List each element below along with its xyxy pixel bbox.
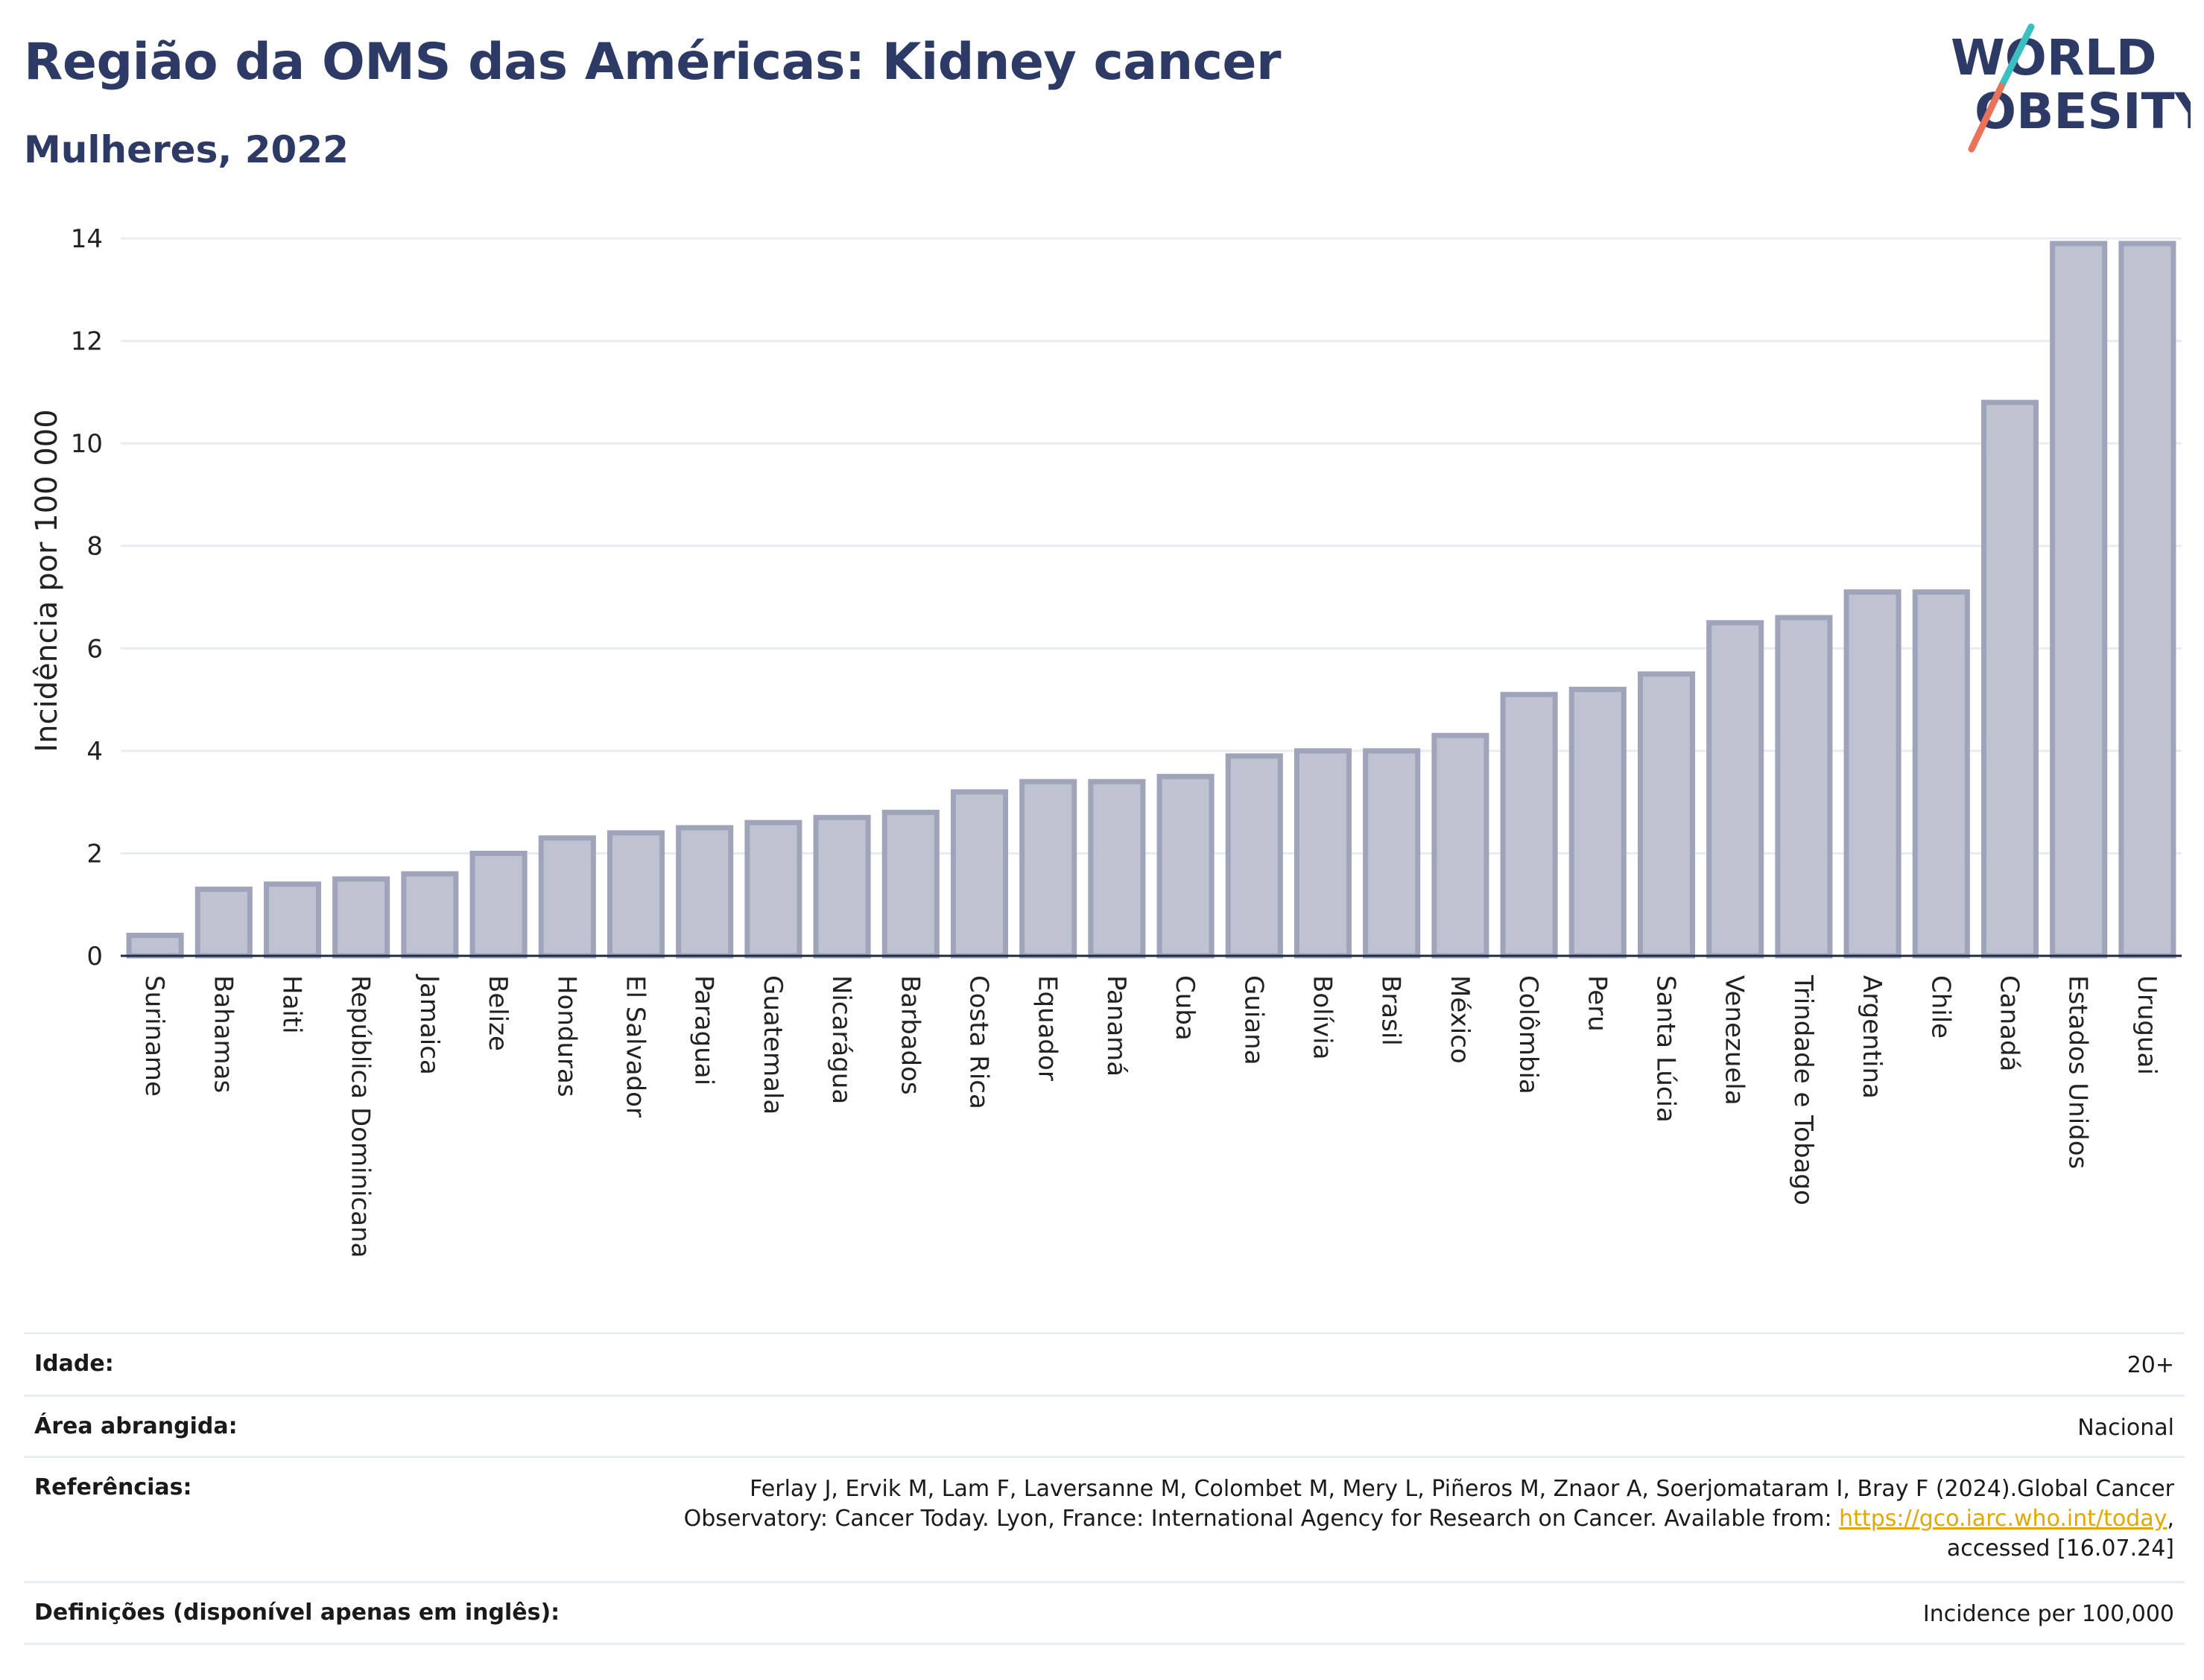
bar bbox=[744, 820, 802, 959]
references-accessed: , accessed [16.07.24] bbox=[1946, 1506, 2174, 1562]
area-label: Área abrangida: bbox=[34, 1413, 238, 1439]
x-tick-label: Guatemala bbox=[758, 975, 788, 1115]
y-tick-label: 0 bbox=[86, 942, 103, 971]
bar bbox=[2050, 241, 2108, 959]
x-tick-label: Colômbia bbox=[1513, 975, 1543, 1094]
x-tick-labels: Suriname Bahamas Haiti República Dominicana… bbox=[139, 974, 2162, 1258]
x-tick-label: Peru bbox=[1582, 975, 1612, 1032]
age-label: Idade: bbox=[34, 1351, 114, 1377]
x-tick-label: República Dominicana bbox=[346, 975, 376, 1258]
meta-row-area: Área abrangida: Nacional bbox=[24, 1395, 2185, 1456]
bar bbox=[194, 887, 253, 959]
x-tick-label: Honduras bbox=[551, 975, 581, 1097]
bar bbox=[1637, 671, 1696, 959]
bar bbox=[1293, 748, 1352, 959]
x-tick-label: Venezuela bbox=[1720, 975, 1749, 1106]
x-tick-label: Cuba bbox=[1170, 975, 1200, 1041]
x-tick-label: Panamá bbox=[1101, 975, 1131, 1077]
x-tick-label: Jamaica bbox=[414, 974, 444, 1075]
bar bbox=[1225, 753, 1283, 959]
bar bbox=[676, 825, 734, 959]
meta-row-references: Referências: Ferlay J, Ervik M, Lam F, L… bbox=[24, 1456, 2185, 1581]
logo-slash-bottom bbox=[1968, 83, 2005, 153]
bar bbox=[401, 871, 459, 959]
bar bbox=[1706, 620, 1764, 959]
area-value: Nacional bbox=[2077, 1415, 2174, 1441]
bar bbox=[469, 850, 528, 959]
bar bbox=[126, 932, 184, 959]
page-title: Região da OMS das Américas: Kidney cance… bbox=[24, 33, 1282, 92]
age-value: 20+ bbox=[2127, 1352, 2174, 1378]
world-obesity-logo: WORLD OBESITY bbox=[1951, 23, 2191, 153]
y-tick-label: 14 bbox=[71, 224, 103, 254]
logo-line-1: WORLD bbox=[1951, 29, 2157, 86]
meta-row-age: Idade: 20+ bbox=[24, 1332, 2185, 1395]
x-tick-label: Chile bbox=[1925, 975, 1955, 1039]
x-tick-label: Paraguai bbox=[689, 975, 719, 1085]
bar-chart: 0 2 4 6 8 10 12 14 Suriname Bahamas Haiti Repúblic… bbox=[30, 224, 2182, 1258]
bar bbox=[1843, 589, 1901, 959]
bar bbox=[1156, 773, 1215, 959]
bar bbox=[1568, 686, 1627, 959]
x-tick-label: Belize bbox=[483, 975, 513, 1051]
x-tick-label: Santa Lúcia bbox=[1651, 975, 1681, 1123]
meta-row-definitions: Definições (disponível apenas em inglês)… bbox=[24, 1581, 2185, 1645]
definitions-label: Definições (disponível apenas em inglês)… bbox=[34, 1600, 560, 1626]
definitions-value: Incidence per 100,000 bbox=[1922, 1601, 2174, 1627]
x-tick-label: Suriname bbox=[139, 975, 169, 1097]
logo-line-2: OBESITY bbox=[1975, 83, 2191, 140]
references-value: Ferlay J, Ervik M, Lam F, Laversanne M, … bbox=[647, 1474, 2174, 1564]
y-axis-label: Incidência por 100 000 bbox=[30, 409, 64, 752]
x-tick-label: Trindade e Tobago bbox=[1788, 974, 1818, 1205]
references-label: Referências: bbox=[34, 1474, 192, 1500]
y-tick-label: 2 bbox=[86, 839, 103, 869]
x-tick-label: Brasil bbox=[1376, 975, 1406, 1046]
bar bbox=[332, 876, 390, 959]
x-tick-label: Equador bbox=[1033, 975, 1063, 1081]
bar bbox=[1088, 779, 1146, 959]
x-tick-label: Bolívia bbox=[1308, 975, 1337, 1059]
x-tick-label: Uruguai bbox=[2132, 975, 2162, 1075]
bar bbox=[1980, 399, 2039, 959]
bar bbox=[881, 809, 940, 959]
y-tick-label: 12 bbox=[71, 327, 103, 357]
x-tick-label: Argentina bbox=[1857, 975, 1887, 1099]
x-tick-label: Estados Unidos bbox=[2063, 975, 2093, 1169]
x-tick-label: Haiti bbox=[277, 975, 307, 1034]
bar bbox=[950, 789, 1009, 959]
y-tick-label: 6 bbox=[86, 634, 103, 664]
x-tick-label: Costa Rica bbox=[964, 975, 994, 1109]
gridlines bbox=[121, 237, 2182, 855]
x-tick-label: México bbox=[1445, 975, 1475, 1064]
page-subtitle: Mulheres, 2022 bbox=[24, 128, 349, 171]
metadata-table: Idade: 20+ Área abrangida: Nacional Refe… bbox=[24, 1332, 2185, 1645]
x-tick-label: Bahamas bbox=[208, 975, 238, 1093]
bar bbox=[263, 881, 322, 959]
references-text: Ferlay J, Ervik M, Lam F, Laversanne M, … bbox=[683, 1476, 2174, 1532]
y-tick-labels: 0 2 4 6 8 10 12 14 bbox=[71, 224, 103, 971]
bars bbox=[126, 241, 2176, 959]
x-tick-label: Canadá bbox=[1995, 975, 2024, 1071]
bar bbox=[1775, 615, 1833, 959]
x-tick-label: El Salvador bbox=[621, 975, 650, 1118]
bar bbox=[1363, 748, 1421, 959]
x-tick-label: Guiana bbox=[1238, 975, 1268, 1065]
x-tick-label: Barbados bbox=[895, 975, 925, 1095]
bar bbox=[2118, 241, 2176, 959]
bar bbox=[1912, 589, 1970, 959]
bar bbox=[538, 835, 596, 959]
bar bbox=[1019, 779, 1077, 959]
y-tick-label: 4 bbox=[86, 737, 103, 767]
bar bbox=[607, 830, 665, 959]
bar bbox=[1500, 691, 1558, 959]
y-tick-label: 10 bbox=[71, 429, 103, 459]
bar bbox=[813, 814, 871, 959]
references-link[interactable]: https://gco.iarc.who.int/today bbox=[1839, 1506, 2167, 1532]
bar bbox=[1431, 732, 1489, 959]
y-tick-label: 8 bbox=[86, 532, 103, 562]
logo-slash-top bbox=[1998, 23, 2035, 90]
x-tick-label: Nicarágua bbox=[826, 975, 856, 1104]
